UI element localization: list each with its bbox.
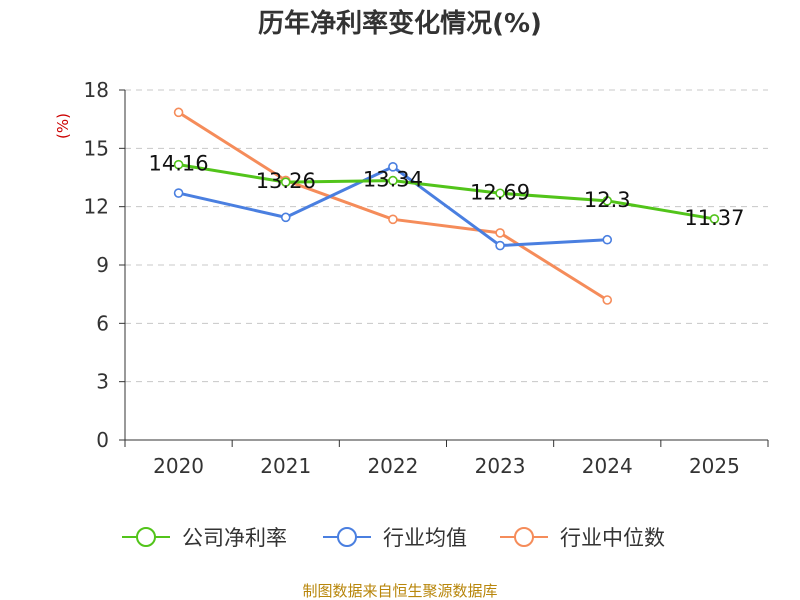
x-tick-label: 2024 [582,454,633,478]
chart-title: 历年净利率变化情况(%) [258,8,542,39]
data-point[interactable] [388,162,398,172]
x-tick-label: 2023 [475,454,526,478]
x-tick-label: 2020 [153,454,204,478]
series-line [178,163,715,221]
legend-label: 行业中位数 [560,526,665,550]
data-point[interactable] [173,159,184,170]
data-label: 14.16 [149,152,209,176]
y-tick-label: 9 [96,253,109,277]
data-point[interactable] [280,212,291,223]
data-label: 13.26 [256,169,316,193]
x-tick-label: 2025 [689,454,740,478]
y-tick-label: 18 [84,78,109,102]
y-tick-label: 15 [84,136,109,160]
data-point[interactable] [602,295,613,305]
grid-lines [125,89,768,383]
data-point[interactable] [280,177,291,187]
y-tick-label: 0 [96,428,109,452]
legend-label: 公司净利率 [182,526,287,550]
legend-item-1[interactable]: 行业均值 [323,526,467,550]
series-1 [173,162,613,251]
data-point[interactable] [173,188,184,198]
data-point[interactable] [388,214,398,225]
data-point[interactable] [495,188,505,199]
source-note: 制图数据来自恒生聚源数据库 [302,582,497,600]
x-tick-label: 2022 [367,454,418,478]
data-label: 13.34 [363,168,423,192]
data-point[interactable] [173,107,184,118]
x-tick-label: 2021 [260,454,311,478]
data-labels: 14.16 13.26 13.34 12.69 12.3 11.37 [149,152,745,230]
y-tick-label: 6 [96,311,109,335]
legend-item-2[interactable]: 行业中位数 [500,526,665,550]
legend-marker [337,527,357,547]
y-tick-label: 3 [96,370,109,394]
data-point[interactable] [602,234,613,245]
data-point[interactable] [602,196,613,206]
data-point[interactable] [495,240,505,251]
y-axis-label: (%) [54,113,72,139]
legend-marker [136,527,156,547]
series-0 [173,159,720,224]
data-label: 12.69 [470,180,530,204]
data-point[interactable] [495,228,505,238]
data-point[interactable] [709,214,720,224]
data-label: 12.3 [584,188,631,212]
legend-marker [514,527,534,547]
y-tick-label: 12 [84,195,109,219]
data-point[interactable] [388,175,398,186]
legend-item-0[interactable]: 公司净利率 [122,526,287,550]
legend: 公司净利率 行业均值 行业中位数 [122,526,665,550]
data-label: 11.37 [684,206,744,230]
axes: 0 3 6 9 12 15 18 2020 2021 2022 2023 2024 2025 [84,78,769,478]
series-lines [173,107,720,305]
legend-label: 行业均值 [383,526,467,550]
